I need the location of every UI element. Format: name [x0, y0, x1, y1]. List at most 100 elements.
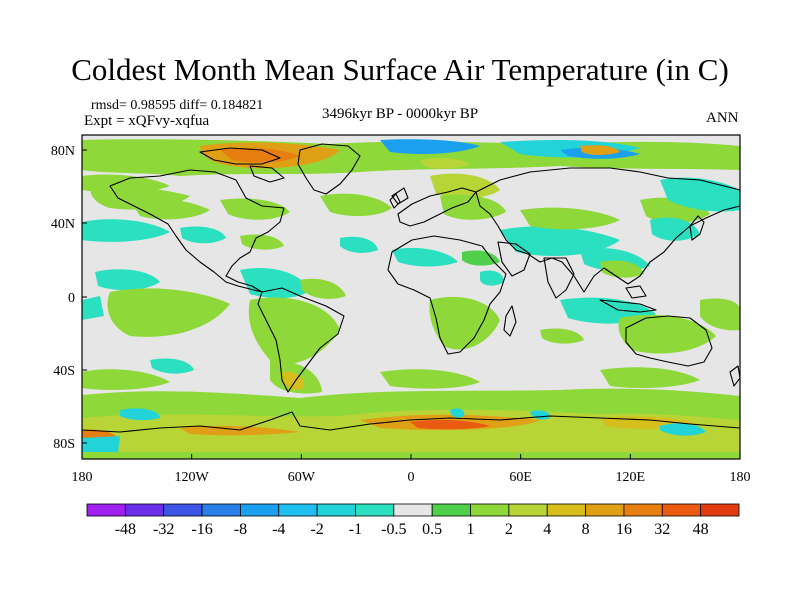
temperature-patch	[540, 328, 584, 344]
colorbar-swatch	[201, 503, 241, 517]
colorbar-swatch	[470, 503, 510, 517]
temperature-patch	[220, 148, 300, 163]
coastline	[397, 187, 477, 227]
latitude-tick-label: 80N	[51, 144, 75, 159]
temperature-patch	[600, 260, 644, 278]
colorbar-swatch	[124, 503, 165, 517]
coastline	[475, 167, 740, 293]
longitude-tick-label: 120W	[175, 470, 210, 485]
temperature-patch	[82, 369, 170, 390]
latitude-tick-label: 40N	[51, 217, 75, 232]
colorbar-label: 4	[543, 521, 551, 538]
coastline	[391, 187, 409, 205]
colorbar-swatch	[316, 503, 356, 517]
coastline	[82, 411, 740, 433]
temperature-patch	[82, 296, 104, 320]
coastline	[387, 235, 507, 355]
temperature-patch	[660, 177, 740, 212]
colorbar-swatch	[623, 503, 663, 517]
temperature-patch	[180, 425, 300, 436]
temperature-patch	[520, 207, 620, 230]
map-title: Coldest Month Mean Surface Air Temperatu…	[71, 52, 729, 87]
colorbar-label: 2	[505, 521, 513, 538]
temperature-patch	[700, 298, 740, 331]
colorbar-label: -32	[153, 521, 174, 538]
season-label: ANN	[706, 110, 739, 126]
colorbar-label: 16	[616, 521, 632, 538]
coastline	[599, 299, 657, 313]
coastline	[199, 147, 281, 165]
temperature-patch	[380, 369, 480, 389]
temperature-patch	[82, 409, 740, 452]
colorbar-label: -16	[191, 521, 212, 538]
colorbar-label: 1	[467, 521, 475, 538]
longitude-tick-label: 180	[730, 470, 751, 485]
coastline	[389, 193, 401, 209]
temperature-patch	[450, 408, 465, 418]
coastline	[729, 365, 740, 387]
coastline	[543, 257, 575, 299]
longitude-axis: 180 120W 60W 0 60E 120E 180	[72, 454, 751, 485]
longitude-tick-label: 180	[72, 470, 93, 485]
colorbar-label: -1	[349, 521, 362, 538]
coastline	[497, 241, 531, 277]
colorbar-label: -48	[115, 521, 136, 538]
temperature-patch	[107, 288, 230, 337]
temperature-patch	[120, 408, 160, 421]
colorbar: -48 -32 -16 -8 -4 -2 -1 -0.5 0.5 1 2 4 8 16 32 48	[86, 503, 740, 538]
temperature-patch	[618, 314, 716, 354]
colorbar-swatch	[431, 503, 471, 517]
temperature-patch	[220, 198, 290, 220]
longitude-tick-label: 60E	[509, 470, 532, 485]
latitude-axis: 80N 40N 0 40S 80S	[51, 144, 87, 452]
temperature-patch	[600, 367, 700, 388]
coastline	[503, 305, 517, 337]
temperature-patch	[150, 358, 194, 374]
colorbar-label: 0.5	[422, 521, 442, 538]
coastline	[249, 165, 285, 183]
temperature-patch	[429, 296, 500, 350]
temperature-patch	[95, 269, 160, 291]
latitude-tick-label: 40S	[53, 364, 75, 379]
temperature-patch	[650, 217, 700, 241]
stats-label: rmsd= 0.98595 diff= 0.184821	[91, 98, 264, 113]
temperature-patch	[82, 219, 170, 242]
temperature-patch	[300, 278, 346, 299]
temperature-patch	[240, 234, 284, 250]
colorbar-label: -8	[234, 521, 247, 538]
colorbar-label: -4	[272, 521, 285, 538]
coastline	[689, 215, 705, 241]
colorbar-label: -0.5	[381, 521, 406, 538]
map-canvas	[82, 135, 740, 459]
coastline	[625, 285, 647, 299]
temperature-patch	[380, 139, 480, 154]
colorbar-label: 8	[582, 521, 590, 538]
longitude-tick-label: 0	[408, 470, 415, 485]
longitude-tick-label: 120E	[616, 470, 646, 485]
latitude-tick-label: 0	[68, 291, 75, 306]
latitude-tick-label: 80S	[53, 437, 75, 452]
colorbar-label: -2	[310, 521, 323, 538]
colorbar-swatch	[661, 503, 702, 517]
temperature-patch	[180, 226, 226, 244]
colorbar-swatch	[355, 503, 395, 517]
colorbar-label: 32	[654, 521, 670, 538]
colorbar-swatch	[163, 503, 203, 517]
coastline	[257, 287, 345, 393]
colorbar-swatch	[86, 503, 126, 517]
colorbar-label: 48	[693, 521, 709, 538]
temperature-patch	[320, 193, 392, 217]
temperature-patch	[340, 236, 378, 253]
temperature-patch	[410, 419, 490, 430]
temperature-patch	[462, 250, 500, 266]
colorbar-swatch	[508, 503, 548, 517]
experiment-label: Expt = xQFvy-xqfua	[84, 113, 210, 129]
coastline	[109, 169, 285, 293]
temperature-patch	[480, 270, 504, 286]
colorbar-swatch	[546, 503, 586, 517]
temperature-patch	[420, 157, 470, 169]
colorbar-swatch	[240, 503, 280, 517]
temperature-patch	[580, 145, 620, 155]
temperature-patch	[660, 423, 706, 436]
